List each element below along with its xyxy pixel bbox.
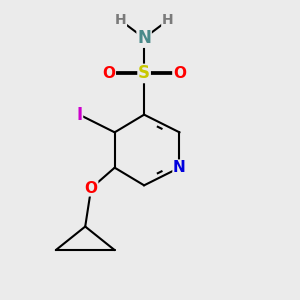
Text: N: N: [137, 29, 151, 47]
Text: S: S: [138, 64, 150, 82]
Text: O: O: [85, 181, 98, 196]
Text: H: H: [162, 14, 173, 27]
Text: O: O: [102, 66, 115, 81]
Text: N: N: [173, 160, 186, 175]
Text: H: H: [115, 14, 126, 27]
Text: I: I: [76, 106, 83, 124]
Text: O: O: [173, 66, 186, 81]
